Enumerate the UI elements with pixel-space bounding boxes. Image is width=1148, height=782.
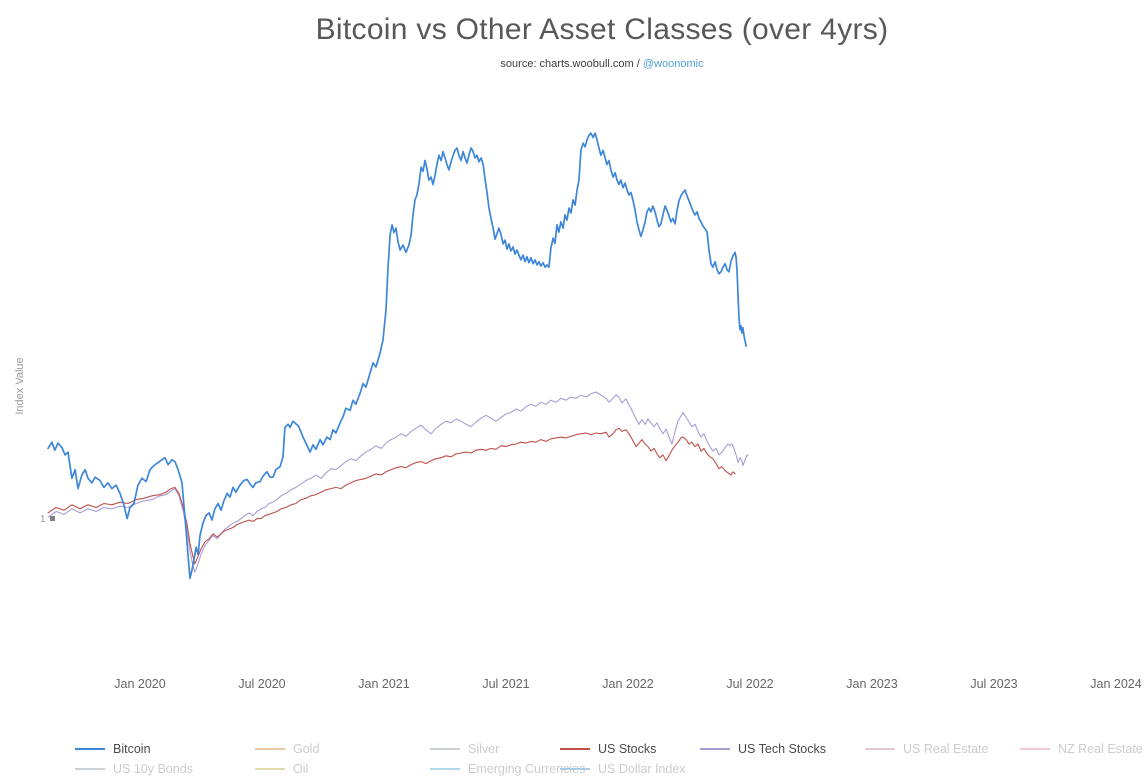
x-tick-jan-2021: Jan 2021 (358, 677, 410, 691)
legend-swatch (700, 748, 730, 750)
page-title: Bitcoin vs Other Asset Classes (over 4yr… (315, 13, 889, 46)
legend-item-gold[interactable]: Gold (255, 740, 319, 756)
legend-item-oil[interactable]: Oil (255, 760, 308, 776)
series-line-bitcoin (47, 132, 747, 580)
legend-item-us-dollar-index[interactable]: US Dollar Index (560, 760, 686, 776)
y-axis-tick-1: 1 (40, 514, 55, 525)
legend-item-emerging-currencies[interactable]: Emerging Currencies (430, 760, 585, 776)
y-tick-label: 1 (40, 514, 46, 525)
chart-header: Bitcoin vs Other Asset Classes (over 4yr… (62, 10, 1142, 70)
x-tick-jul-2022: Jul 2022 (726, 677, 774, 691)
x-tick-jan-2023: Jan 2023 (846, 677, 898, 691)
legend-item-us-10y-bonds[interactable]: US 10y Bonds (75, 760, 193, 776)
series-line-us-tech-stocks (47, 391, 749, 573)
legend-swatch (1020, 748, 1050, 750)
legend-item-us-real-estate[interactable]: US Real Estate (865, 740, 988, 756)
series-line-us-stocks (47, 427, 736, 565)
legend-swatch (865, 748, 895, 750)
source-text: source: charts.woobull.com / (500, 58, 643, 70)
x-tick-jan-2024: Jan 2024 (1090, 677, 1142, 691)
legend-item-silver[interactable]: Silver (430, 740, 499, 756)
x-tick-jul-2023: Jul 2023 (970, 677, 1018, 691)
legend-swatch (430, 748, 460, 750)
legend-swatch (560, 768, 590, 770)
legend-swatch (255, 748, 285, 750)
baseline-square-marker (49, 516, 55, 521)
x-tick-jul-2020: Jul 2020 (238, 677, 286, 691)
legend-swatch (255, 768, 285, 770)
legend-item-nz-real-estate[interactable]: NZ Real Estate (1020, 740, 1143, 756)
source-line: source: charts.woobull.com / @woonomic (62, 58, 1142, 70)
legend-swatch (560, 748, 590, 750)
legend-swatch (75, 748, 105, 750)
legend-item-us-tech-stocks[interactable]: US Tech Stocks (700, 740, 826, 756)
legend-item-bitcoin[interactable]: Bitcoin (75, 740, 151, 756)
legend-swatch (430, 768, 460, 770)
y-axis-label: Index Value (14, 357, 26, 415)
x-tick-jan-2022: Jan 2022 (602, 677, 654, 691)
woonomic-link[interactable]: @woonomic (642, 58, 704, 70)
legend-item-us-stocks[interactable]: US Stocks (560, 740, 656, 756)
x-tick-jan-2020: Jan 2020 (114, 677, 166, 691)
legend-swatch (75, 768, 105, 770)
x-tick-jul-2021: Jul 2021 (482, 677, 530, 691)
